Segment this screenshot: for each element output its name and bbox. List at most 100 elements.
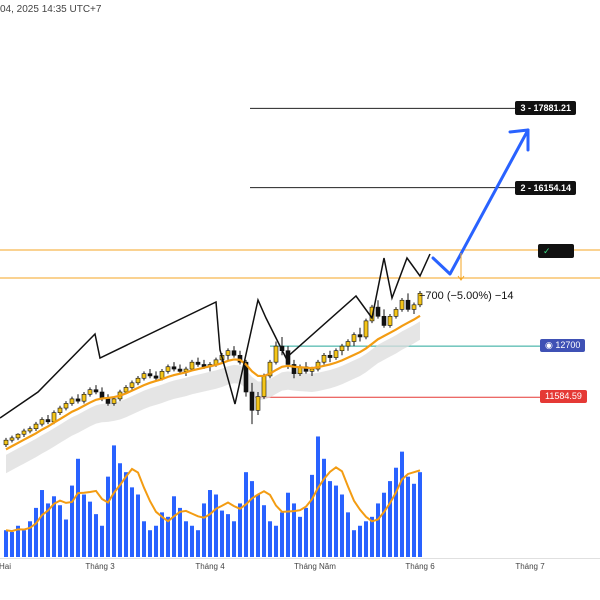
volume-bar — [16, 525, 20, 557]
volume-bar — [142, 521, 146, 557]
volume-bar — [232, 521, 236, 557]
candle-body — [357, 334, 363, 338]
volume-bar — [148, 530, 152, 557]
volume-bar — [256, 494, 260, 557]
volume-bar — [52, 496, 56, 557]
candle-body — [405, 299, 411, 310]
candle — [267, 359, 273, 379]
volume-bar — [106, 476, 110, 557]
volume-bar — [274, 525, 278, 557]
candle — [339, 343, 345, 356]
candle — [261, 373, 267, 399]
x-tick-label: Tháng 7 — [515, 562, 545, 571]
level-2-tag: 2 - 16154.14 — [515, 180, 576, 195]
candle — [63, 401, 69, 411]
volume-bar — [82, 494, 86, 557]
volume-bar — [394, 467, 398, 557]
candle-body — [75, 398, 81, 402]
volume-bar — [250, 481, 254, 557]
volume-bar — [70, 485, 74, 557]
volume-bar — [136, 494, 140, 557]
candle-body — [225, 350, 231, 356]
volume-bar — [94, 514, 98, 557]
volume-bar — [268, 521, 272, 557]
range-annotation: −700 (−5.00%) −14 — [419, 290, 514, 302]
candle — [33, 421, 39, 431]
volume-bar — [160, 512, 164, 557]
volume-bar — [100, 525, 104, 557]
x-tick-label: Tháng Năm — [294, 562, 336, 571]
candle-body — [231, 350, 237, 356]
candle-body — [195, 361, 201, 365]
x-tick-label: Tháng 3 — [85, 562, 115, 571]
candle-body — [105, 398, 111, 404]
volume-bar — [310, 474, 314, 557]
x-tick-label: Tháng 6 — [405, 562, 435, 571]
candle — [249, 382, 255, 425]
candle-body — [171, 366, 177, 370]
candle-body — [375, 306, 381, 317]
candle-body — [69, 398, 75, 404]
volume-bar — [130, 487, 134, 557]
volume-bar — [112, 445, 116, 557]
volume-bar — [388, 481, 392, 557]
volume-bar — [406, 476, 410, 557]
volume-bar — [352, 530, 356, 557]
candle-body — [273, 345, 279, 363]
volume-bar — [40, 490, 44, 557]
candle-body — [339, 345, 345, 352]
candle-body — [159, 371, 165, 379]
candle — [45, 414, 51, 425]
candle-body — [27, 428, 33, 432]
stop-price-tag: 11584.59 — [540, 390, 587, 404]
x-tick-label: Tháng 4 — [195, 562, 225, 571]
candle — [3, 437, 9, 448]
candle — [81, 392, 87, 404]
candle-body — [291, 364, 297, 374]
volume-bar — [196, 530, 200, 557]
candle-body — [45, 419, 51, 423]
candle — [69, 396, 75, 406]
candle — [387, 314, 393, 328]
volume-bar — [226, 514, 230, 557]
volume-bar — [328, 481, 332, 557]
volume-bar — [412, 483, 416, 557]
volume-bar — [22, 530, 26, 557]
candle — [381, 309, 387, 328]
volume-bar — [166, 516, 170, 557]
volume-ma-line — [5, 466, 421, 533]
candle — [195, 357, 201, 367]
candle-body — [333, 350, 339, 358]
volume-bar — [178, 507, 182, 557]
volume-bar — [262, 505, 266, 557]
volume-bar — [376, 503, 380, 557]
candle — [327, 350, 333, 363]
candle — [15, 433, 21, 441]
candle-body — [57, 407, 63, 413]
volume-bar — [334, 485, 338, 557]
candle-body — [345, 341, 351, 347]
candle — [405, 293, 411, 312]
candle — [399, 297, 405, 312]
candle-body — [387, 315, 393, 326]
candle-body — [141, 373, 147, 379]
candle — [315, 359, 321, 372]
volume-bar — [244, 472, 248, 557]
candle — [135, 375, 141, 386]
candle-body — [321, 354, 327, 363]
candle — [39, 417, 45, 427]
candle-body — [39, 419, 45, 425]
candle — [87, 387, 93, 397]
candle-body — [381, 315, 387, 326]
candle-body — [417, 293, 423, 306]
candle-body — [249, 391, 255, 411]
candle-body — [267, 361, 273, 377]
volume-bar — [280, 512, 284, 557]
volume-bar — [76, 458, 80, 557]
candle-body — [351, 334, 357, 342]
volume-bar — [220, 510, 224, 557]
volume-bar — [364, 521, 368, 557]
candle — [363, 318, 369, 340]
candle-body — [411, 304, 417, 310]
